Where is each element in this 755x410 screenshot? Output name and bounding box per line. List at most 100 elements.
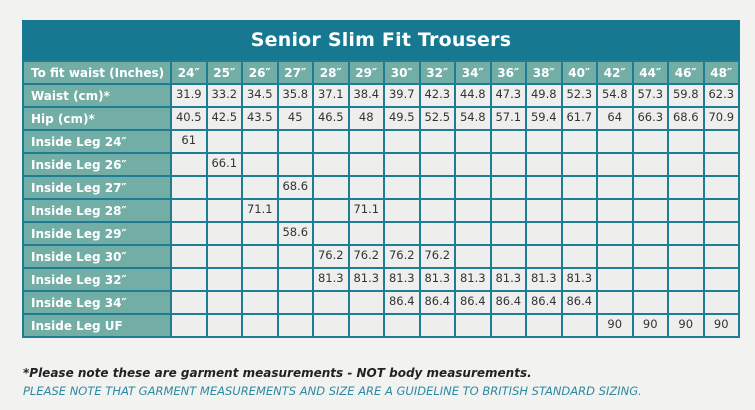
table-cell: [418, 221, 456, 246]
table-cell: [170, 152, 208, 177]
table-cell: [170, 290, 208, 315]
table-cell: [454, 175, 492, 200]
table-cell: [596, 129, 634, 154]
table-cell: [702, 152, 740, 177]
table-cell: [241, 267, 279, 292]
table-row: Inside Leg 24″ 61: [22, 129, 740, 154]
table-cell: [667, 290, 705, 315]
size-header: 46″: [667, 60, 705, 85]
table-cell: [312, 129, 350, 154]
table-cell: [241, 175, 279, 200]
table-cell: [560, 152, 598, 177]
chart-title: Senior Slim Fit Trousers: [22, 20, 740, 60]
table-cell: [489, 129, 527, 154]
table-cell: [383, 313, 421, 338]
table-cell: [667, 267, 705, 292]
size-table: To fit waist (Inches) 24″ 25″ 26″ 27″ 28″ 29″ 3…: [22, 60, 740, 338]
table-cell: [667, 198, 705, 223]
table-cell: [383, 129, 421, 154]
table-cell: [631, 198, 669, 223]
table-cell: 90: [596, 313, 634, 338]
table-cell: 61.7: [560, 106, 598, 131]
table-cell: [418, 175, 456, 200]
table-cell: [454, 152, 492, 177]
table-cell: [489, 221, 527, 246]
table-cell: [205, 175, 243, 200]
size-header: 24″: [170, 60, 208, 85]
table-cell: 66.3: [631, 106, 669, 131]
table-cell: [241, 244, 279, 269]
row-label: Waist (cm)*: [22, 83, 172, 108]
table-cell: [205, 290, 243, 315]
table-cell: [241, 221, 279, 246]
table-cell: 81.3: [383, 267, 421, 292]
row-label: Hip (cm)*: [22, 106, 172, 131]
size-header: 42″: [596, 60, 634, 85]
table-cell: [596, 175, 634, 200]
table-cell: 47.3: [489, 83, 527, 108]
table-cell: 81.3: [560, 267, 598, 292]
table-cell: [667, 244, 705, 269]
table-cell: 64: [596, 106, 634, 131]
table-cell: 66.1: [205, 152, 243, 177]
table-cell: 46.5: [312, 106, 350, 131]
table-cell: 76.2: [383, 244, 421, 269]
table-cell: 43.5: [241, 106, 279, 131]
table-cell: [170, 267, 208, 292]
table-cell: 68.6: [276, 175, 314, 200]
size-header: 36″: [489, 60, 527, 85]
table-cell: [347, 129, 385, 154]
table-cell: [276, 244, 314, 269]
table-cell: 68.6: [667, 106, 705, 131]
table-cell: [525, 221, 563, 246]
header-row: To fit waist (Inches) 24″ 25″ 26″ 27″ 28″ 29″ 3…: [22, 60, 740, 85]
table-cell: [667, 175, 705, 200]
table-cell: [383, 198, 421, 223]
table-row: Inside Leg 29″ 58.6: [22, 221, 740, 246]
row-label: Inside Leg 28″: [22, 198, 172, 223]
table-cell: 86.4: [454, 290, 492, 315]
table-cell: [525, 129, 563, 154]
garment-note: *Please note these are garment measureme…: [23, 366, 532, 380]
row-label: Inside Leg 34″: [22, 290, 172, 315]
table-cell: [596, 198, 634, 223]
table-cell: [702, 267, 740, 292]
table-cell: 58.6: [276, 221, 314, 246]
table-cell: 86.4: [489, 290, 527, 315]
table-cell: 54.8: [596, 83, 634, 108]
size-header: 32″: [418, 60, 456, 85]
table-cell: [525, 244, 563, 269]
table-cell: [347, 175, 385, 200]
table-cell: 42.5: [205, 106, 243, 131]
guideline-note: PLEASE NOTE THAT GARMENT MEASUREMENTS AN…: [23, 384, 642, 398]
table-cell: [383, 175, 421, 200]
size-header: 38″: [525, 60, 563, 85]
table-cell: [418, 129, 456, 154]
table-cell: [560, 313, 598, 338]
table-cell: [560, 129, 598, 154]
table-cell: [312, 313, 350, 338]
table-cell: 49.8: [525, 83, 563, 108]
table-cell: [525, 313, 563, 338]
table-cell: [631, 244, 669, 269]
table-cell: [631, 290, 669, 315]
table-cell: [525, 152, 563, 177]
table-cell: [347, 221, 385, 246]
table-cell: [347, 313, 385, 338]
table-cell: [170, 244, 208, 269]
table-cell: [525, 198, 563, 223]
table-cell: [205, 244, 243, 269]
row-label: Inside Leg 32″: [22, 267, 172, 292]
row-label: Inside Leg 27″: [22, 175, 172, 200]
header-label: To fit waist (Inches): [22, 60, 172, 85]
table-cell: 31.9: [170, 83, 208, 108]
size-header: 44″: [631, 60, 669, 85]
size-header: 29″: [347, 60, 385, 85]
size-header: 40″: [560, 60, 598, 85]
table-cell: 52.5: [418, 106, 456, 131]
table-cell: [347, 152, 385, 177]
table-cell: 90: [667, 313, 705, 338]
table-cell: [560, 198, 598, 223]
table-cell: 86.4: [418, 290, 456, 315]
table-cell: [170, 175, 208, 200]
